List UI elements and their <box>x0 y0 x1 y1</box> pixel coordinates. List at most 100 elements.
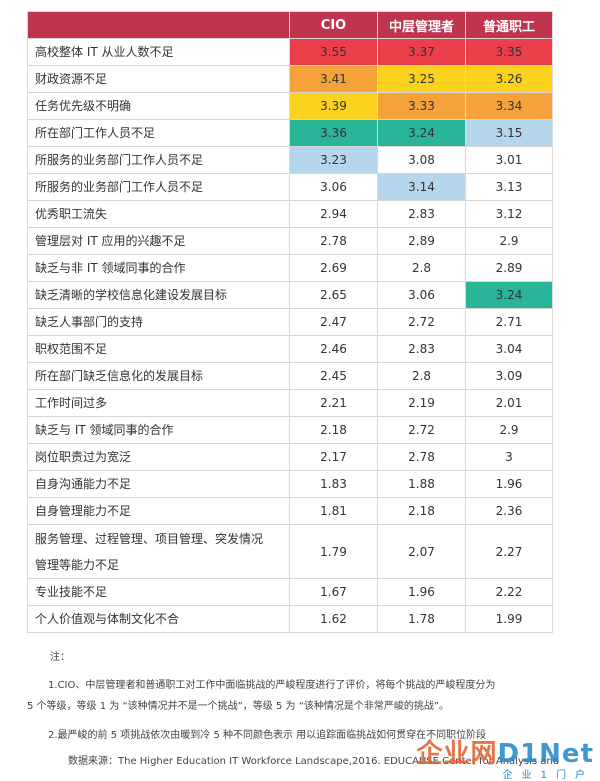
table-row: 所服务的业务部门工作人员不足 3.06 3.14 3.13 <box>27 173 553 201</box>
score-cell: 2.83 <box>377 335 466 363</box>
score-cell: 2.17 <box>289 443 378 471</box>
table-row: 所服务的业务部门工作人员不足 3.23 3.08 3.01 <box>27 146 553 174</box>
score-cell: 3.06 <box>377 281 466 309</box>
score-cell: 2.27 <box>465 524 553 579</box>
challenge-label: 所服务的业务部门工作人员不足 <box>27 146 290 174</box>
column-header: 中层管理者 <box>377 11 466 39</box>
score-cell: 2.47 <box>289 308 378 336</box>
score-cell: 2.07 <box>377 524 466 579</box>
challenge-label: 缺乏人事部门的支持 <box>27 308 290 336</box>
note-line-2: 5 个等级，等级 1 为 “该种情况并不是一个挑战”，等级 5 为 “该种情况是… <box>27 701 450 712</box>
score-cell: 3.26 <box>465 65 553 93</box>
score-cell: 3.25 <box>377 65 466 93</box>
table-row: 任务优先级不明确 3.39 3.33 3.34 <box>27 92 553 120</box>
score-cell: 2.18 <box>289 416 378 444</box>
score-cell: 3.13 <box>465 173 553 201</box>
score-cell: 1.99 <box>465 605 553 633</box>
table-row: 管理层对 IT 应用的兴趣不足 2.78 2.89 2.9 <box>27 227 553 255</box>
challenge-label: 岗位职责过为宽泛 <box>27 443 290 471</box>
table-row: 个人价值观与体制文化不合 1.62 1.78 1.99 <box>27 605 553 633</box>
score-cell: 3.36 <box>289 119 378 147</box>
score-cell: 2.22 <box>465 578 553 606</box>
data-source: 数据来源：The Higher Education IT Workforce L… <box>68 756 560 767</box>
score-cell: 2.19 <box>377 389 466 417</box>
score-cell: 3.24 <box>465 281 553 309</box>
score-cell: 2.72 <box>377 416 466 444</box>
score-cell: 3.41 <box>289 65 378 93</box>
challenge-label: 缺乏与非 IT 领域同事的合作 <box>27 254 290 282</box>
table-row: 所在部门工作人员不足 3.36 3.24 3.15 <box>27 119 553 147</box>
challenge-label: 所在部门工作人员不足 <box>27 119 290 147</box>
table-row: 缺乏与 IT 领域同事的合作 2.18 2.72 2.9 <box>27 416 553 444</box>
table-row: 优秀职工流失 2.94 2.83 3.12 <box>27 200 553 228</box>
score-cell: 3.06 <box>289 173 378 201</box>
column-header: CIO <box>289 11 378 39</box>
table-row: 自身沟通能力不足 1.83 1.88 1.96 <box>27 470 553 498</box>
table-row: 缺乏清晰的学校信息化建设发展目标 2.65 3.06 3.24 <box>27 281 553 309</box>
score-cell: 2.65 <box>289 281 378 309</box>
table-row: 岗位职责过为宽泛 2.17 2.78 3 <box>27 443 553 471</box>
score-cell: 2.36 <box>465 497 553 525</box>
score-cell: 2.83 <box>377 200 466 228</box>
challenge-label: 专业技能不足 <box>27 578 290 606</box>
score-cell: 3.37 <box>377 38 466 66</box>
challenge-label: 自身管理能力不足 <box>27 497 290 525</box>
score-cell: 3.23 <box>289 146 378 174</box>
table-row: 工作时间过多 2.21 2.19 2.01 <box>27 389 553 417</box>
score-cell: 1.78 <box>377 605 466 633</box>
challenge-label: 优秀职工流失 <box>27 200 290 228</box>
score-cell: 2.8 <box>377 254 466 282</box>
score-cell: 2.9 <box>465 227 553 255</box>
table-row: 缺乏人事部门的支持 2.47 2.72 2.71 <box>27 308 553 336</box>
score-cell: 2.78 <box>289 227 378 255</box>
score-cell: 3 <box>465 443 553 471</box>
score-cell: 1.83 <box>289 470 378 498</box>
header-blank <box>27 11 290 39</box>
watermark-logo: 企业网D1Net 企业1门户 <box>416 733 594 781</box>
challenge-label: 所在部门缺乏信息化的发展目标 <box>27 362 290 390</box>
challenge-label: 服务管理、过程管理、项目管理、突发情况管理等能力不足 <box>27 524 290 579</box>
challenge-label: 财政资源不足 <box>27 65 290 93</box>
challenges-table: CIO 中层管理者 普通职工 高校整体 IT 从业人数不足 3.55 3.37 3.35 财… <box>27 11 553 633</box>
challenge-label: 所服务的业务部门工作人员不足 <box>27 173 290 201</box>
score-cell: 2.94 <box>289 200 378 228</box>
score-cell: 2.71 <box>465 308 553 336</box>
score-cell: 3.08 <box>377 146 466 174</box>
score-cell: 2.69 <box>289 254 378 282</box>
score-cell: 2.45 <box>289 362 378 390</box>
table-row: 高校整体 IT 从业人数不足 3.55 3.37 3.35 <box>27 38 553 66</box>
score-cell: 3.39 <box>289 92 378 120</box>
challenge-label: 缺乏与 IT 领域同事的合作 <box>27 416 290 444</box>
score-cell: 3.24 <box>377 119 466 147</box>
score-cell: 3.14 <box>377 173 466 201</box>
challenge-label: 个人价值观与体制文化不合 <box>27 605 290 633</box>
table-row: 缺乏与非 IT 领域同事的合作 2.69 2.8 2.89 <box>27 254 553 282</box>
score-cell: 2.18 <box>377 497 466 525</box>
challenge-label: 自身沟通能力不足 <box>27 470 290 498</box>
table-row: 财政资源不足 3.41 3.25 3.26 <box>27 65 553 93</box>
score-cell: 3.34 <box>465 92 553 120</box>
note-line-3: 2.最严峻的前 5 项挑战依次由暖到冷 5 种不同颜色表示 用以追踪面临挑战如何… <box>48 730 487 741</box>
table-row: 自身管理能力不足 1.81 2.18 2.36 <box>27 497 553 525</box>
score-cell: 2.89 <box>377 227 466 255</box>
challenge-label: 高校整体 IT 从业人数不足 <box>27 38 290 66</box>
score-cell: 1.79 <box>289 524 378 579</box>
score-cell: 1.62 <box>289 605 378 633</box>
score-cell: 2.46 <box>289 335 378 363</box>
score-cell: 1.96 <box>377 578 466 606</box>
score-cell: 2.89 <box>465 254 553 282</box>
score-cell: 2.72 <box>377 308 466 336</box>
notes-title: 注： <box>50 652 70 663</box>
score-cell: 1.67 <box>289 578 378 606</box>
column-header: 普通职工 <box>465 11 553 39</box>
score-cell: 2.21 <box>289 389 378 417</box>
challenge-label: 工作时间过多 <box>27 389 290 417</box>
score-cell: 2.9 <box>465 416 553 444</box>
watermark-brand-a: 企业网 <box>416 739 498 769</box>
challenge-label: 缺乏清晰的学校信息化建设发展目标 <box>27 281 290 309</box>
score-cell: 2.8 <box>377 362 466 390</box>
table-body: 高校整体 IT 从业人数不足 3.55 3.37 3.35 财政资源不足 3.41 3.25… <box>27 38 553 633</box>
table-header-row: CIO 中层管理者 普通职工 <box>27 11 553 39</box>
challenge-label: 职权范围不足 <box>27 335 290 363</box>
score-cell: 2.78 <box>377 443 466 471</box>
